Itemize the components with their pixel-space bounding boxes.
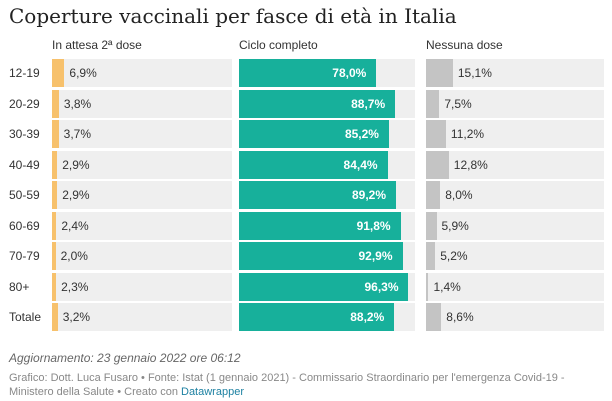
bar-none xyxy=(426,272,429,301)
column-header-waiting: In attesa 2ª dose xyxy=(52,38,142,52)
bar-waiting xyxy=(52,272,57,301)
value-label-waiting: 3,7% xyxy=(63,127,92,141)
bar-waiting xyxy=(52,211,57,240)
value-label-none: 8,0% xyxy=(445,188,473,202)
datawrapper-link[interactable]: Datawrapper xyxy=(181,386,244,398)
value-label-complete: 78,0% xyxy=(332,66,367,80)
bar-none xyxy=(426,59,453,87)
value-label-none: 1,4% xyxy=(433,279,461,294)
bar-track-waiting xyxy=(52,242,232,270)
value-label-none: 7,5% xyxy=(444,96,472,111)
bar-complete xyxy=(239,89,396,118)
bar-track-waiting xyxy=(52,181,232,209)
column-header-none: Nessuna dose xyxy=(426,38,503,52)
bar-none xyxy=(426,211,437,240)
bar-none xyxy=(426,242,436,270)
bar-track-none xyxy=(426,120,604,148)
bar-track-waiting xyxy=(52,303,232,331)
bar-waiting xyxy=(52,181,58,209)
value-label-waiting: 2,4% xyxy=(61,218,89,233)
bar-complete xyxy=(239,272,409,301)
value-label-waiting: 2,3% xyxy=(61,279,89,294)
bar-track-none xyxy=(426,59,604,87)
bar-track-none xyxy=(426,150,604,179)
bar-complete xyxy=(239,242,403,270)
bar-track-none xyxy=(426,181,604,209)
value-label-complete: 91,8% xyxy=(356,218,391,233)
value-label-complete: 96,3% xyxy=(364,279,399,294)
bar-waiting xyxy=(52,59,65,87)
row-label: 40-49 xyxy=(9,157,40,172)
bar-waiting xyxy=(52,303,58,331)
row-label: 70-79 xyxy=(9,249,40,263)
bar-waiting xyxy=(52,150,58,179)
bar-track-none xyxy=(426,303,604,331)
value-label-none: 8,6% xyxy=(446,310,474,324)
value-label-waiting: 3,2% xyxy=(62,310,91,324)
row-label: 50-59 xyxy=(9,188,40,202)
row-label: 30-39 xyxy=(9,127,40,141)
bar-track-none xyxy=(426,242,604,270)
bar-track-none xyxy=(426,89,604,118)
bar-complete xyxy=(239,59,377,87)
bar-track-waiting xyxy=(52,120,232,148)
value-label-complete: 89,2% xyxy=(351,188,387,202)
value-label-complete: 92,9% xyxy=(358,249,393,263)
column-header-complete: Ciclo completo xyxy=(239,38,318,52)
bar-track-none xyxy=(426,272,604,301)
bar-track-waiting xyxy=(52,150,232,179)
bar-waiting xyxy=(52,120,59,148)
bar-track-waiting xyxy=(52,272,232,301)
bar-none xyxy=(426,89,440,118)
bar-complete xyxy=(239,303,395,331)
row-label: 60-69 xyxy=(9,218,40,233)
bar-waiting xyxy=(52,89,59,118)
value-label-none: 12,8% xyxy=(453,157,488,172)
value-label-none: 15,1% xyxy=(457,66,492,80)
value-label-waiting: 2,0% xyxy=(60,249,88,263)
update-note: Aggiornamento: 23 gennaio 2022 ore 06:12 xyxy=(9,351,241,365)
bar-waiting xyxy=(52,242,56,270)
bar-none xyxy=(426,181,441,209)
row-label: 12-19 xyxy=(9,66,40,80)
bar-track-waiting xyxy=(52,59,232,87)
value-label-waiting: 2,9% xyxy=(62,188,90,202)
value-label-waiting: 3,8% xyxy=(63,96,92,111)
credits: Grafico: Dott. Luca Fusaro • Fonte: Ista… xyxy=(9,371,605,399)
row-label: Totale xyxy=(9,310,42,324)
credits-text: Grafico: Dott. Luca Fusaro • Fonte: Ista… xyxy=(9,372,565,398)
row-label: 80+ xyxy=(9,279,30,294)
value-label-waiting: 6,9% xyxy=(69,66,97,80)
bar-none xyxy=(426,303,442,331)
bar-complete xyxy=(239,150,388,179)
value-label-complete: 88,7% xyxy=(351,96,386,111)
bar-track-waiting xyxy=(52,211,232,240)
bar-none xyxy=(426,150,449,179)
value-label-complete: 84,4% xyxy=(343,157,378,172)
value-label-complete: 88,2% xyxy=(350,310,385,324)
bar-none xyxy=(426,120,446,148)
bar-complete xyxy=(239,120,389,148)
bar-track-waiting xyxy=(52,89,232,118)
value-label-waiting: 2,9% xyxy=(62,157,90,172)
chart-title: Coperture vaccinali per fasce di età in … xyxy=(9,4,457,28)
value-label-none: 5,2% xyxy=(440,249,468,263)
bar-complete xyxy=(239,211,401,240)
value-label-none: 5,9% xyxy=(441,218,469,233)
bar-complete xyxy=(239,181,396,209)
value-label-complete: 85,2% xyxy=(344,127,379,141)
value-label-none: 11,2% xyxy=(450,127,485,141)
row-label: 20-29 xyxy=(9,96,40,111)
bar-track-none xyxy=(426,211,604,240)
